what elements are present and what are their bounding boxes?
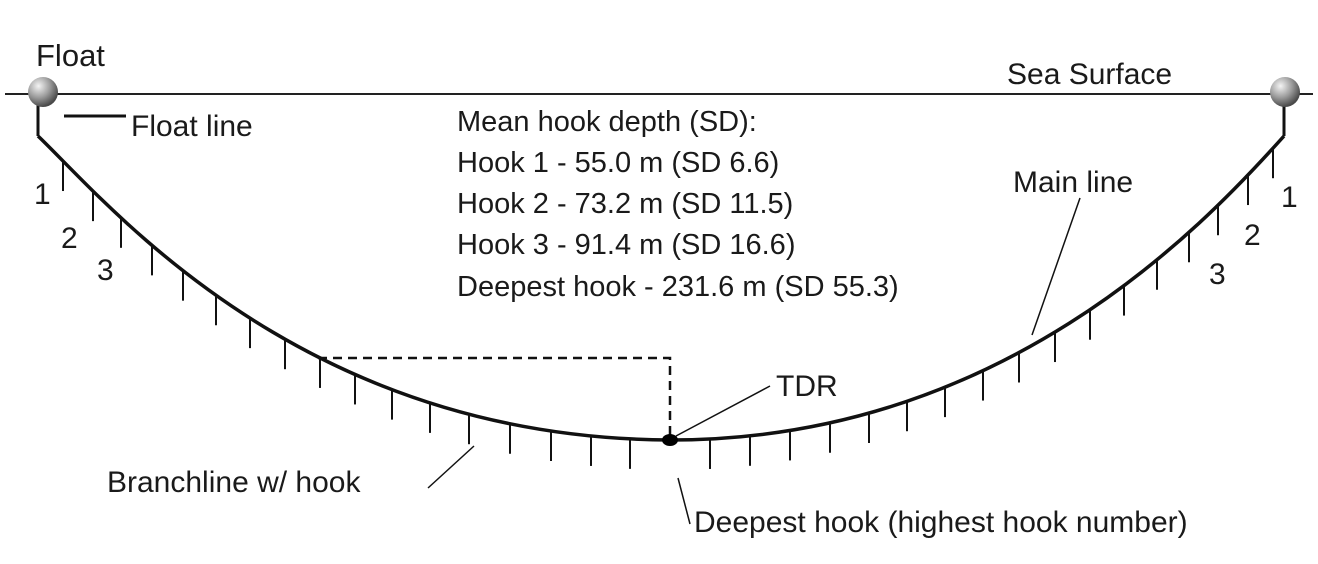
float-right-icon	[1270, 77, 1300, 107]
depth-info-heading: Mean hook depth (SD):	[457, 106, 757, 138]
float-line-label: Float line	[131, 110, 253, 143]
depth-info-line-1: Hook 1 - 55.0 m (SD 6.6)	[457, 147, 779, 179]
tdr-leader	[675, 385, 771, 437]
tdr-label: TDR	[776, 370, 838, 403]
hook-number-right-3: 3	[1209, 258, 1226, 291]
hook-number-right-1: 1	[1281, 181, 1298, 214]
branchlines-group	[62, 148, 1274, 469]
branchline-leader	[427, 445, 475, 489]
hook-number-right-2: 2	[1244, 219, 1261, 252]
hook-number-left-1: 1	[34, 178, 51, 211]
tdr-marker	[662, 434, 678, 446]
hook-number-left-3: 3	[97, 254, 114, 287]
deepest-hook-label: Deepest hook (highest hook number)	[694, 506, 1188, 539]
depth-info-line-3: Hook 3 - 91.4 m (SD 16.6)	[457, 229, 795, 261]
depth-info-line-2: Hook 2 - 73.2 m (SD 11.5)	[457, 188, 793, 220]
main-line-label: Main line	[1013, 166, 1133, 199]
depth-info-line-4: Deepest hook - 231.6 m (SD 55.3)	[457, 271, 899, 303]
main-line-leader	[1031, 197, 1081, 336]
deepest-hook-guide	[318, 356, 672, 440]
depth-info-block: Mean hook depth (SD): Hook 1 - 55.0 m (S…	[457, 106, 899, 303]
float-label: Float	[36, 38, 105, 73]
deepest-hook-leader	[677, 477, 691, 525]
sea-surface-label: Sea Surface	[1007, 58, 1172, 91]
float-left-icon	[28, 77, 58, 107]
branchline-label: Branchline w/ hook	[107, 466, 361, 499]
hook-number-left-2: 2	[61, 222, 78, 255]
